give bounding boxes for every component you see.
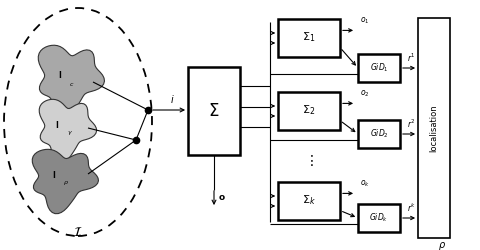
Text: $\Sigma_1$: $\Sigma_1$ (302, 30, 315, 44)
Text: $\mathbf{I}$: $\mathbf{I}$ (52, 168, 56, 179)
Bar (357, 204, 399, 232)
Text: $\Sigma_2$: $\Sigma_2$ (302, 103, 315, 117)
Bar (277, 92, 339, 130)
Text: $GiD_k$: $GiD_k$ (369, 212, 388, 224)
Text: localisation: localisation (429, 104, 438, 152)
Text: $\vdots$: $\vdots$ (303, 152, 313, 168)
Bar (417, 18, 449, 238)
Polygon shape (39, 99, 96, 164)
Text: $GiD_2$: $GiD_2$ (369, 128, 387, 140)
Text: $r^k$: $r^k$ (406, 202, 415, 214)
Text: $\mathbf{I}$: $\mathbf{I}$ (58, 68, 62, 80)
Bar (277, 182, 339, 220)
Text: $\mathbf{I}$: $\mathbf{I}$ (55, 118, 59, 130)
Text: $\Sigma_k$: $\Sigma_k$ (301, 193, 315, 207)
Text: $\Sigma$: $\Sigma$ (208, 102, 219, 120)
Bar (357, 120, 399, 148)
Bar (357, 54, 399, 82)
Text: $\rho$: $\rho$ (63, 179, 69, 187)
Bar (188, 67, 240, 155)
Bar (277, 19, 339, 57)
Text: $o_2$: $o_2$ (359, 89, 369, 100)
Polygon shape (38, 45, 104, 119)
Text: $o_1$: $o_1$ (359, 16, 369, 26)
Text: $o_k$: $o_k$ (359, 179, 369, 190)
Text: $r^1$: $r^1$ (407, 52, 415, 64)
Text: $\mathcal{I}$: $\mathcal{I}$ (73, 226, 83, 238)
Text: $c$: $c$ (69, 80, 74, 87)
Polygon shape (32, 149, 98, 214)
Text: $r^2$: $r^2$ (407, 118, 415, 130)
Text: $\rho$: $\rho$ (437, 240, 445, 250)
Text: $\mathit{i}$: $\mathit{i}$ (169, 93, 174, 105)
Text: $\mathbf{o}$: $\mathbf{o}$ (217, 194, 225, 202)
Text: $\gamma$: $\gamma$ (67, 129, 73, 137)
Text: $GiD_1$: $GiD_1$ (369, 62, 387, 74)
